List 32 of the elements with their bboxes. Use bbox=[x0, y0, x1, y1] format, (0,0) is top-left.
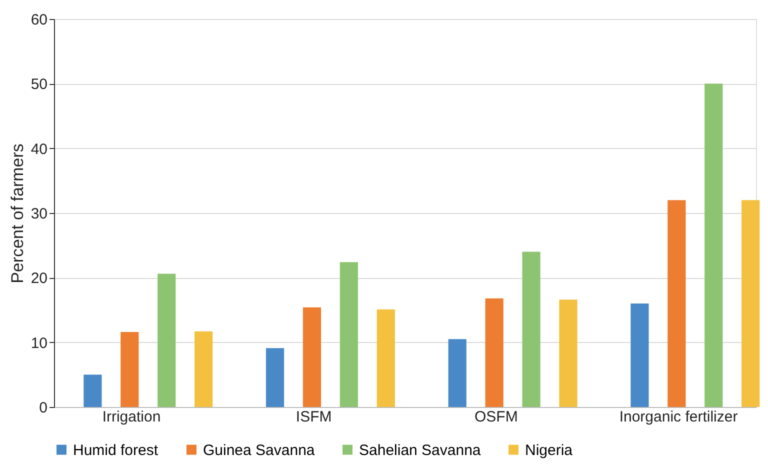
legend-label: Humid forest bbox=[73, 442, 159, 459]
bar bbox=[704, 84, 723, 407]
x-tick-label: Irrigation bbox=[102, 408, 161, 426]
bar bbox=[266, 348, 284, 407]
bar bbox=[120, 332, 139, 407]
legend-label: Guinea Savanna bbox=[203, 442, 316, 459]
x-tick-label: Inorganic fertilizer bbox=[619, 408, 738, 426]
bar bbox=[376, 309, 395, 407]
y-axis-title: Percent of farmers bbox=[8, 144, 27, 284]
bar bbox=[84, 374, 102, 407]
bar bbox=[630, 304, 649, 407]
bar bbox=[559, 300, 578, 407]
bar bbox=[668, 200, 686, 407]
legend-label: Sahelian Savanna bbox=[359, 442, 482, 459]
bar bbox=[522, 252, 540, 407]
bar bbox=[302, 307, 322, 407]
x-tick-label: OSFM bbox=[474, 408, 518, 426]
bar bbox=[194, 331, 213, 407]
y-tick-label: 20 bbox=[30, 270, 48, 288]
y-tick-label: 0 bbox=[39, 400, 48, 416]
bar bbox=[448, 339, 466, 407]
bar bbox=[340, 262, 358, 407]
y-tick-label: 40 bbox=[30, 140, 48, 158]
y-tick-label: 10 bbox=[30, 334, 48, 352]
bar bbox=[742, 200, 760, 407]
y-tick-label: 30 bbox=[30, 206, 48, 222]
bar bbox=[158, 274, 176, 407]
x-tick-label: ISFM bbox=[296, 408, 332, 426]
y-tick-label: 60 bbox=[30, 12, 48, 28]
bar bbox=[485, 298, 504, 407]
y-tick-label: 50 bbox=[30, 76, 48, 94]
legend-label: Nigeria bbox=[525, 442, 574, 459]
